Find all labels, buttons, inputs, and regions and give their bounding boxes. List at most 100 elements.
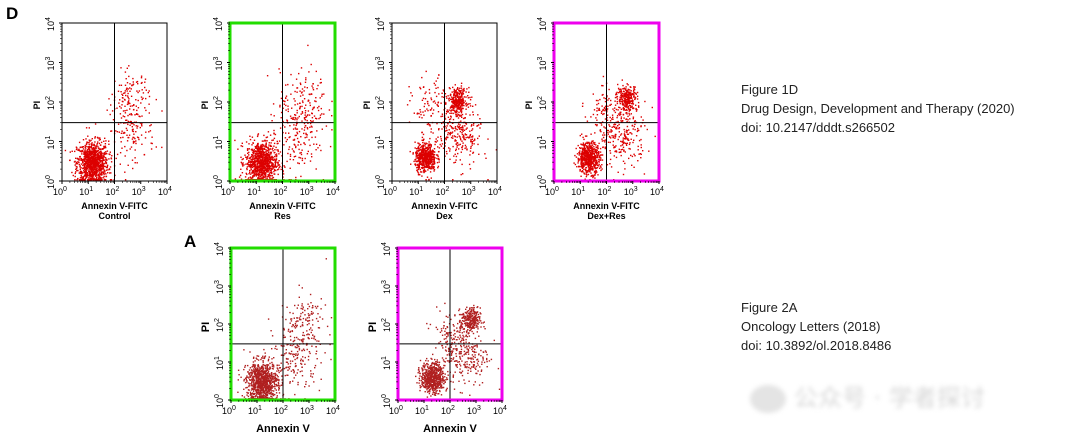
event-dot [631,155,634,158]
event-dot [303,122,306,125]
event-dot [440,102,442,104]
event-dot [287,83,289,86]
event-dot [249,171,251,173]
event-dot [274,160,277,162]
event-dot [74,172,76,175]
event-dot [95,161,97,163]
event-dot [315,118,318,120]
event-dot [588,142,590,144]
event-dot [264,167,266,169]
event-dot [465,102,468,104]
event-dot [259,171,261,173]
event-dot [104,172,106,174]
event-dot [592,175,595,177]
event-dot [288,148,290,151]
event-dot [461,105,463,107]
event-dot [78,149,81,152]
event-dot [271,166,273,168]
event-dot [252,164,254,166]
event-dot [85,127,88,129]
event-dot [265,158,267,161]
event-dot [74,175,76,178]
event-dot [129,87,131,89]
event-dot [622,142,625,144]
event-dot [625,136,627,138]
event-dot [98,139,101,141]
event-dot [455,143,457,145]
x-tick-label: 104 [326,186,340,197]
event-dot [622,88,624,90]
event-dot [126,82,129,84]
event-dot [101,160,103,162]
event-dot [423,152,425,154]
event-dot [424,158,426,160]
event-dot [129,83,131,85]
event-dot [587,171,589,173]
event-dot [620,140,622,143]
event-dot [285,95,288,97]
event-dot [445,129,448,132]
event-dot [282,170,284,173]
event-dot [437,105,439,107]
event-dot [294,116,296,119]
event-dot [461,95,463,98]
event-dot [95,162,98,164]
event-dot [428,165,430,167]
event-dot [83,159,85,161]
event-dot [425,161,427,163]
event-dot [316,130,318,132]
event-dot [250,161,253,163]
event-dot [255,147,257,149]
event-dot [246,168,248,171]
event-dot [275,146,277,149]
event-dot [149,130,152,132]
event-dot [416,113,418,115]
event-dot [449,87,451,90]
event-dot [429,143,431,145]
event-dot [454,94,456,96]
event-dot [103,147,105,149]
event-dot [100,151,102,153]
event-dot [117,90,120,92]
event-dot [417,142,419,144]
event-dot [637,149,639,151]
event-dot [452,98,454,101]
event-dot [461,100,463,102]
event-dot [263,147,266,149]
event-dot [598,158,600,161]
event-dot [91,167,93,170]
event-dot [581,159,584,161]
event-dot [82,159,85,161]
event-dot [575,156,578,158]
event-dot [428,167,430,169]
event-dot [283,100,285,102]
event-dot [624,109,627,111]
event-dot [597,165,600,167]
event-dot [301,120,303,122]
event-dot [83,163,86,165]
event-dot [106,164,109,166]
event-dot [447,132,449,134]
event-dot [268,170,270,172]
event-dot [86,173,88,175]
event-dot [628,91,630,93]
event-dot [422,138,425,141]
event-dot [87,169,89,171]
event-dot [92,148,95,150]
event-dot [453,90,455,93]
event-dot [255,174,257,176]
y-tick-label: 104 [375,17,386,31]
event-dot [84,155,86,157]
event-dot [296,103,299,105]
event-dot [250,156,253,158]
event-dot [91,138,93,140]
event-dot [589,146,591,148]
event-dot [287,152,289,155]
event-dot [625,88,627,90]
event-dot [245,156,247,158]
event-dot [142,97,144,99]
event-dot [134,137,136,140]
event-dot [470,139,472,141]
event-dot [591,144,594,146]
event-dot [451,105,453,107]
